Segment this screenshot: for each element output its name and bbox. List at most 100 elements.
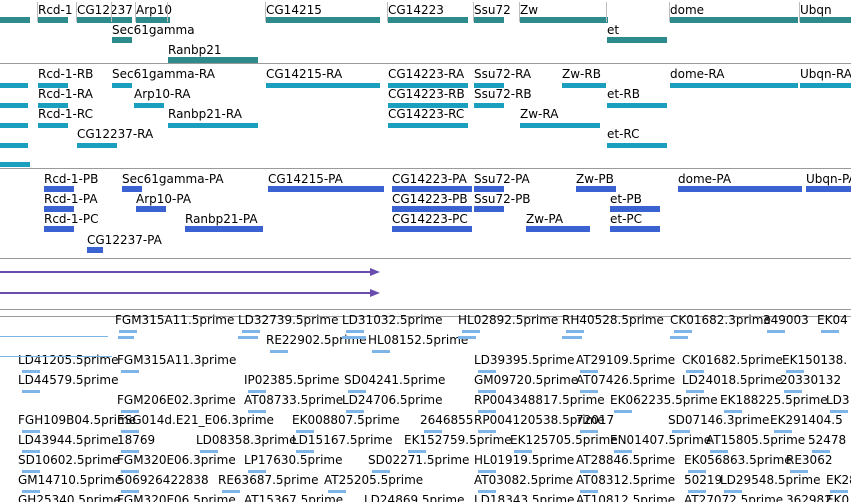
transcript-feature-bar[interactable] — [0, 143, 28, 148]
transcript-feature-bar[interactable] — [77, 143, 117, 148]
est-label[interactable]: LD29548.5prime — [720, 473, 821, 487]
gene-label[interactable]: Zw — [520, 3, 539, 17]
est-feature-bar[interactable] — [348, 390, 366, 393]
transcript-feature-bar[interactable] — [112, 83, 132, 88]
gene-label[interactable]: CG12237 — [77, 3, 133, 17]
est-feature-bar[interactable] — [686, 390, 704, 393]
transcript-label[interactable]: et-RC — [607, 127, 640, 141]
protein-label[interactable]: Ssu72-PB — [474, 192, 531, 206]
transcript-label[interactable]: et-RB — [607, 87, 640, 101]
est-label[interactable]: FGH109B04.5prime — [18, 413, 137, 427]
gene-feature-bar[interactable] — [38, 17, 68, 23]
protein-label[interactable]: Ubqn-PA — [806, 172, 851, 186]
gene-label[interactable]: Sec61gamma — [112, 23, 195, 37]
est-label[interactable]: 362982 — [786, 493, 832, 502]
transcript-feature-bar[interactable] — [168, 123, 258, 128]
transcript-label[interactable]: Ubqn-RA — [800, 67, 851, 81]
transcript-label[interactable]: Rcd-1-RC — [38, 107, 93, 121]
est-label[interactable]: AT25205.5prime — [324, 473, 424, 487]
est-label[interactable]: EK008807.5prime — [292, 413, 400, 427]
est-label[interactable]: CK01682.3prime — [670, 313, 771, 327]
est-label[interactable]: LD31032.5prime — [342, 313, 443, 327]
est-label[interactable]: IP02385.5prime — [244, 373, 340, 387]
gene-feature-bar[interactable] — [0, 17, 30, 23]
est-feature-bar[interactable] — [22, 470, 40, 473]
transcript-feature-bar[interactable] — [38, 83, 68, 88]
est-label[interactable]: EK0 — [826, 493, 850, 502]
transcript-label[interactable]: Ranbp21-RA — [168, 107, 242, 121]
gene-label[interactable]: Arp10 — [136, 3, 173, 17]
est-label[interactable]: EK04 — [817, 313, 848, 327]
transcript-feature-bar[interactable] — [0, 162, 30, 167]
gene-feature-bar[interactable] — [800, 17, 851, 23]
est-label[interactable]: AT15805.5prime — [706, 433, 806, 447]
est-feature-bar[interactable] — [812, 450, 830, 453]
transcript-label[interactable]: CG14223-RA — [388, 67, 465, 81]
est-label[interactable]: HL02892.5prime — [458, 313, 559, 327]
est-label[interactable]: 349003 — [763, 313, 809, 327]
est-label[interactable]: 2646855 — [420, 413, 474, 427]
est-label[interactable]: SD10602.5prime — [18, 453, 120, 467]
gene-feature-bar[interactable] — [136, 17, 170, 23]
protein-feature-bar[interactable] — [474, 206, 504, 212]
est-label[interactable]: LP17630.5prime — [244, 453, 343, 467]
est-label[interactable]: AT03082.5prime — [474, 473, 574, 487]
est-feature-bar[interactable] — [121, 450, 139, 453]
est-label[interactable]: HL01919.5prime — [474, 453, 575, 467]
est-label[interactable]: SD02271.5prime — [368, 453, 470, 467]
protein-feature-bar[interactable] — [610, 226, 660, 232]
est-label[interactable]: AT07426.5prime — [576, 373, 676, 387]
est-label[interactable]: EK150138. — [782, 353, 848, 367]
gene-label[interactable]: Ssu72 — [474, 3, 511, 17]
est-feature-bar[interactable] — [724, 490, 742, 493]
est-feature-bar[interactable] — [248, 410, 266, 413]
est-feature-bar[interactable] — [786, 370, 804, 373]
transcript-label[interactable]: Arp10-RA — [134, 87, 191, 101]
est-feature-bar[interactable] — [238, 336, 258, 339]
est-label[interactable]: FGM315A11.5prime — [115, 313, 235, 327]
transcript-feature-bar[interactable] — [388, 123, 468, 128]
transcript-feature-bar[interactable] — [474, 103, 504, 108]
protein-label[interactable]: Rcd-1-PB — [44, 172, 99, 186]
est-label[interactable]: ESG014d.E21_E06.3prime — [117, 413, 274, 427]
protein-feature-bar[interactable] — [185, 226, 263, 232]
est-label[interactable]: LD18343.5prime — [474, 493, 575, 502]
est-feature-bar[interactable] — [478, 430, 496, 433]
transcript-feature-bar[interactable] — [134, 103, 164, 108]
protein-label[interactable]: CG14223-PA — [392, 172, 467, 186]
est-label[interactable]: EK125705.5prime — [510, 433, 618, 447]
gene-feature-bar[interactable] — [388, 17, 468, 23]
protein-label[interactable]: Rcd-1-PC — [44, 212, 99, 226]
transcript-label[interactable]: Rcd-1-RB — [38, 67, 94, 81]
est-label[interactable]: GM09720.5prime — [474, 373, 579, 387]
est-feature-bar[interactable] — [821, 330, 839, 333]
est-label[interactable]: LD32739.5prime — [238, 313, 339, 327]
est-label[interactable]: AT08312.5prime — [576, 473, 676, 487]
gene-feature-bar[interactable] — [607, 37, 667, 43]
est-feature-bar[interactable] — [562, 336, 582, 339]
est-label[interactable]: 72017 — [576, 413, 615, 427]
est-feature-bar[interactable] — [774, 430, 792, 433]
est-feature-bar[interactable] — [118, 336, 134, 339]
protein-feature-bar[interactable] — [87, 247, 103, 253]
protein-label[interactable]: Arp10-PA — [136, 192, 192, 206]
transcript-feature-bar[interactable] — [0, 83, 28, 88]
est-feature-bar[interactable] — [408, 450, 426, 453]
gene-label[interactable]: CG14215 — [266, 3, 322, 17]
protein-feature-bar[interactable] — [526, 226, 590, 232]
est-label[interactable]: EK28 — [826, 473, 851, 487]
gene-feature-bar[interactable] — [520, 17, 608, 23]
gene-feature-bar[interactable] — [474, 17, 504, 23]
est-feature-bar[interactable] — [242, 330, 260, 333]
est-feature-bar[interactable] — [22, 370, 40, 373]
transcript-feature-bar[interactable] — [607, 143, 667, 148]
protein-feature-bar[interactable] — [44, 206, 74, 212]
protein-feature-bar[interactable] — [392, 206, 472, 212]
gene-label[interactable]: Rcd-1 — [38, 3, 73, 17]
est-feature-bar[interactable] — [372, 470, 390, 473]
est-label[interactable]: EN01407.5prime — [610, 433, 712, 447]
gene-label[interactable]: dome — [670, 3, 705, 17]
est-feature-bar[interactable] — [121, 470, 139, 473]
est-feature-bar[interactable] — [200, 450, 218, 453]
est-feature-bar[interactable] — [121, 410, 139, 413]
